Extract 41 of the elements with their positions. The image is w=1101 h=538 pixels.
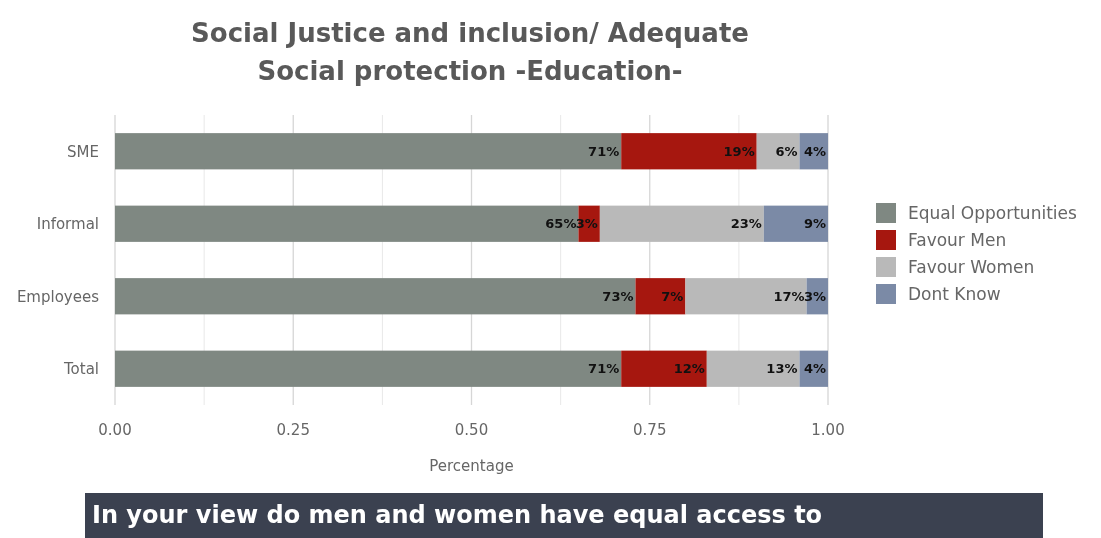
data-label: 4% [803,143,826,159]
x-axis-title: Percentage [429,457,514,475]
data-label: 71% [588,143,620,159]
bar [115,278,636,315]
bar [706,350,800,387]
data-label: 23% [730,216,762,232]
data-label: 3% [803,288,826,304]
bar [621,133,757,170]
chart-title: Social Justice and inclusion/ Adequate Social protection -Education- [191,18,749,86]
data-label: 17% [773,288,805,304]
y-tick-label: Employees [16,287,100,306]
data-label: 71% [588,361,620,377]
y-tick-label: Informal [36,215,99,233]
text: In your view do men and women have equal access to [92,501,823,529]
bar [115,133,622,170]
bar [621,350,707,387]
data-label: 9% [803,216,826,232]
legend-label: Equal Opportunities [908,202,1077,223]
x-tick-label: 1.00 [811,421,845,439]
data-label: 19% [723,143,755,159]
data-label: 6% [775,143,798,159]
legend-label: Dont Know [908,283,1001,304]
bar [763,205,828,242]
data-label: 65% [545,216,577,232]
data-label: 73% [602,288,634,304]
data-label: 13% [766,361,798,377]
data-label: 12% [673,361,705,377]
legend-label: Favour Women [908,256,1035,277]
bar [685,278,807,315]
x-tick-label: 0.75 [633,421,667,439]
y-tick-label: SME [67,142,99,161]
bar [115,350,622,387]
legend-label: Favour Men [908,229,1007,250]
x-tick-label: 0.00 [98,421,132,439]
data-label: 4% [803,361,826,377]
x-tick-label: 0.25 [276,421,310,439]
y-tick-label: Total [62,360,99,378]
bar [599,205,764,242]
data-label: 7% [661,288,684,304]
x-tick-label: 0.50 [454,421,489,439]
bar [635,278,686,315]
